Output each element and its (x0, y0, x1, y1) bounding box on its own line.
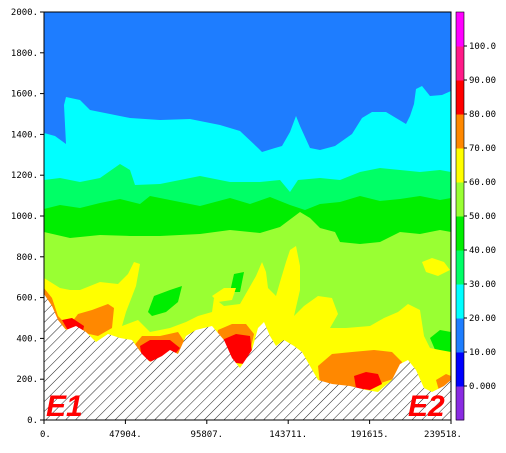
colorbar-swatch (456, 352, 464, 387)
y-tick-label: 1600. (11, 90, 38, 100)
y-tick-label: 1000. (11, 212, 38, 222)
patch-80-90-c (318, 350, 402, 388)
colorbar-label: 10.00 (469, 348, 496, 358)
colorbar-swatch (456, 386, 464, 421)
y-tick-label: 200. (16, 375, 38, 385)
colorbar-label: 50.00 (469, 212, 496, 222)
y-tick-label: 1400. (11, 130, 38, 140)
y-axis: 0. 200. 400. 600. 800. 1000. 1200. 1400. 1600. 18… (11, 8, 44, 426)
colorbar-swatch (456, 284, 464, 319)
contour-field (44, 12, 451, 420)
colorbar-label: 60.00 (469, 178, 496, 188)
patch-90-100-d (354, 372, 382, 390)
y-tick-label: 600. (16, 294, 38, 304)
patch-70-80-b (212, 288, 236, 302)
terrain-hatched (44, 294, 451, 420)
colorbar-label: 40.00 (469, 246, 496, 256)
colorbar-swatch (456, 318, 464, 353)
colorbar-label: 70.00 (469, 144, 496, 154)
x-tick-label: 95807. (191, 430, 224, 440)
patch-70-80-a (422, 258, 450, 276)
colorbar-swatch (456, 148, 464, 183)
colorbar-label: 30.00 (469, 280, 496, 290)
colorbar-swatch (456, 216, 464, 251)
x-tick-label: 239518. (424, 430, 462, 440)
colorbar-swatch (456, 250, 464, 285)
colorbar-label: 80.00 (469, 110, 496, 120)
y-tick-label: 1200. (11, 171, 38, 181)
colorbar-label: 0.000 (469, 382, 496, 392)
y-tick-label: 400. (16, 334, 38, 344)
x-tick-label: 143711. (269, 430, 307, 440)
x-tick-label: 47904. (109, 430, 142, 440)
x-tick-label: 191615. (351, 430, 389, 440)
colorbar-swatch (456, 182, 464, 217)
colorbar-label: 20.00 (469, 314, 496, 324)
colorbar-swatch (456, 12, 464, 47)
colorbar-swatch (456, 46, 464, 81)
end-label-left: E1 (46, 390, 83, 423)
patch-50-60-a (148, 286, 182, 316)
x-tick-label: 0. (40, 430, 51, 440)
x-axis: 0. 47904. 95807. 143711. 191615. 239518. (40, 420, 462, 440)
band-80-90 (44, 288, 114, 336)
y-tick-label: 0. (27, 416, 38, 426)
colorbar-swatch (456, 114, 464, 149)
y-tick-label: 800. (16, 253, 38, 263)
colorbar-swatch (456, 80, 464, 115)
patch-50-60-b (230, 272, 244, 292)
y-tick-label: 2000. (11, 8, 38, 18)
colorbar-label: 90.00 (469, 76, 496, 86)
colorbar: 0.000 10.00 20.00 30.00 40.00 50.00 60.00 70.00… (455, 11, 496, 421)
end-label-right: E2 (408, 390, 445, 423)
y-tick-label: 1800. (11, 49, 38, 59)
colorbar-label: 100.0 (469, 42, 496, 52)
